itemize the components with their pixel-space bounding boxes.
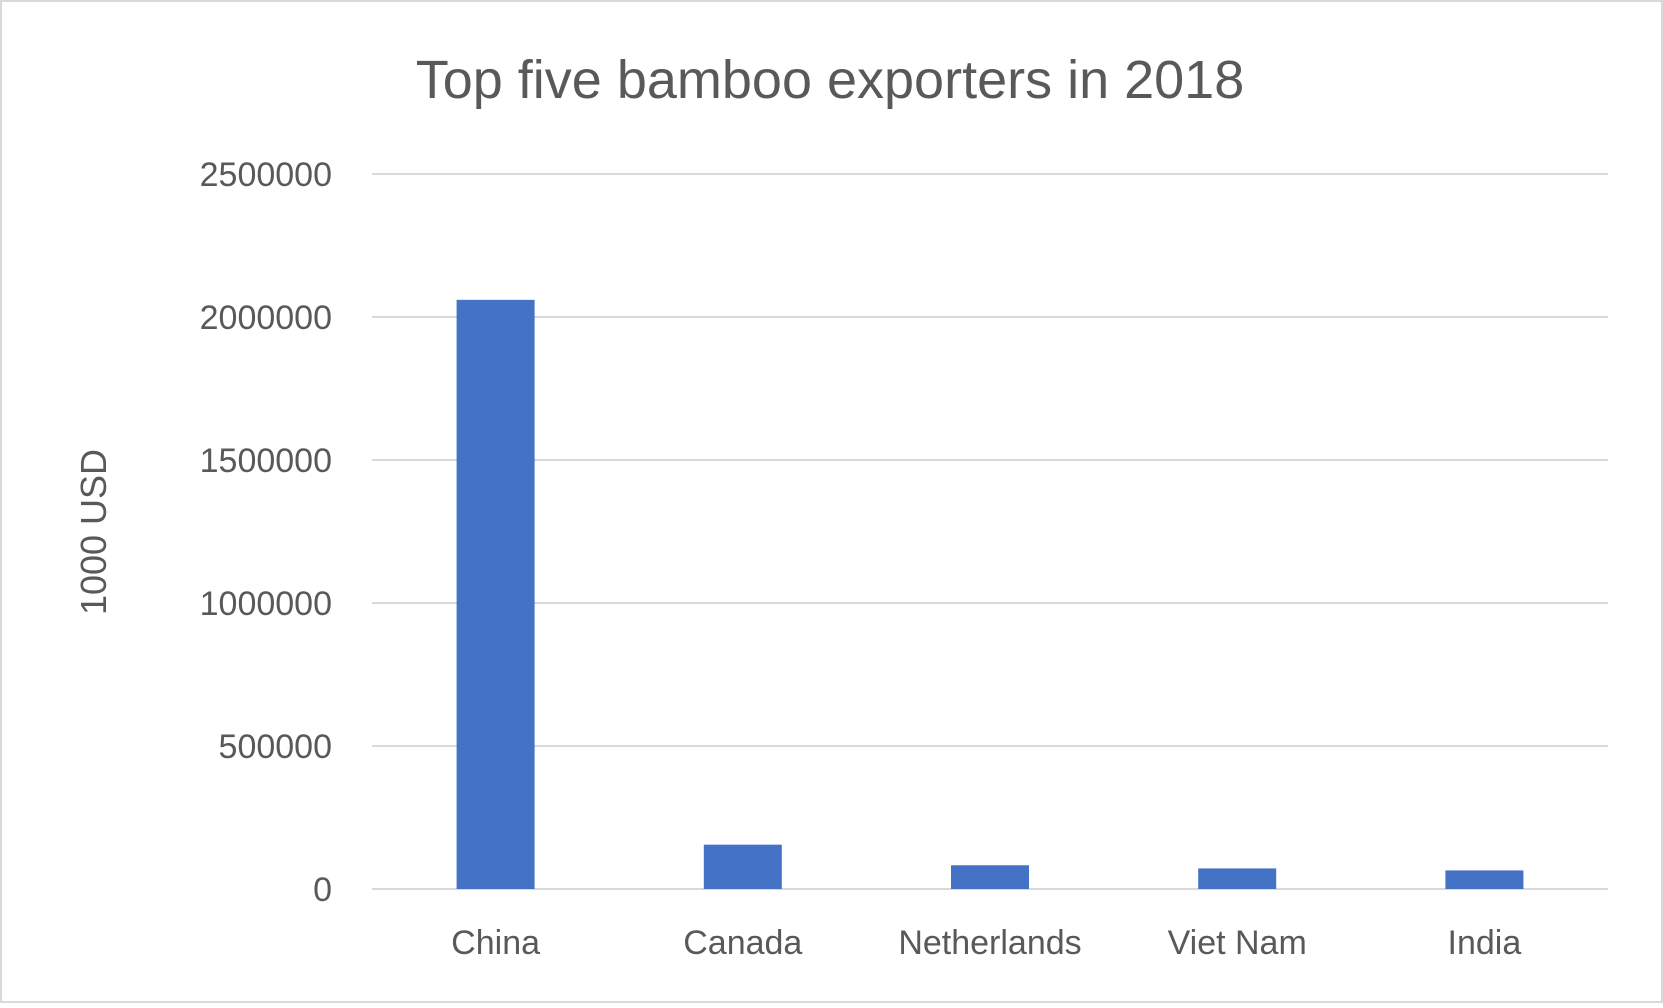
bar-canada — [703, 844, 782, 889]
y-axis-label: 1000 USD — [73, 449, 114, 615]
bars — [456, 299, 1524, 890]
bar-netherlands — [951, 865, 1029, 889]
x-tick-label: India — [1448, 924, 1522, 962]
x-tick-label: Canada — [683, 924, 802, 962]
x-tick-label: Netherlands — [898, 924, 1081, 962]
x-tick-label: China — [451, 924, 540, 962]
bar-viet-nam — [1198, 868, 1277, 889]
bar-india — [1445, 870, 1524, 889]
y-axis-ticks: 0 500000 1000000 1500000 2000000 2500000 — [200, 156, 332, 909]
y-tick-label: 500000 — [219, 728, 332, 766]
chart-title: Top five bamboo exporters in 2018 — [416, 50, 1245, 110]
x-tick-label: Viet Nam — [1168, 924, 1307, 962]
y-tick-label: 1000000 — [200, 585, 332, 623]
y-tick-label: 2500000 — [200, 156, 332, 194]
y-tick-label: 1500000 — [200, 442, 332, 480]
gridlines — [372, 173, 1608, 890]
x-axis-ticks: China Canada Netherlands Viet Nam India — [451, 924, 1521, 962]
y-tick-label: 2000000 — [200, 299, 332, 337]
bar-china — [456, 299, 535, 890]
y-tick-label: 0 — [313, 871, 332, 909]
